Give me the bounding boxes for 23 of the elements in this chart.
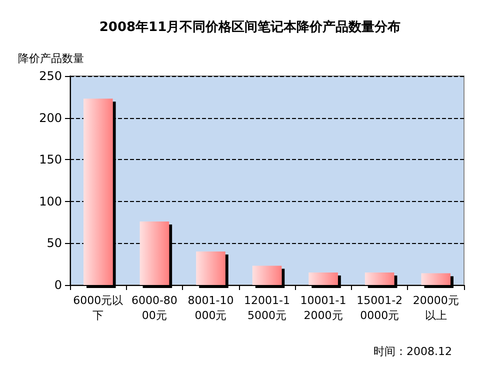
bar	[196, 252, 226, 285]
y-tick-label: 0	[54, 278, 62, 292]
chart-title: 2008年11月不同价格区间笔记本降价产品数量分布	[99, 19, 401, 35]
bar	[140, 221, 170, 285]
x-tick-label: 6000元以下	[73, 294, 124, 322]
bar	[84, 98, 113, 285]
bar	[252, 266, 282, 285]
text: 时间：2008.12	[374, 345, 452, 358]
x-tick-label: 12001-15000元	[244, 294, 290, 322]
x-tick-label: 6000-8000元	[131, 294, 178, 322]
x-tick-label: 8001-10000元	[188, 294, 234, 322]
x-tick-label: 15001-20000元	[356, 294, 403, 322]
bar	[421, 273, 450, 285]
y-axis-title: 降价产品数量	[18, 52, 84, 65]
x-tick-label: 10001-12000元	[300, 294, 346, 322]
y-tick-label: 100	[39, 194, 62, 208]
y-tick-label: 200	[39, 110, 62, 125]
bar	[364, 272, 394, 285]
x-tick-label: 20000元以上	[412, 294, 459, 322]
y-tick-label: 250	[39, 69, 62, 83]
y-tick-label: 50	[46, 236, 62, 250]
y-tick-label: 150	[39, 152, 62, 167]
bar	[308, 272, 338, 285]
